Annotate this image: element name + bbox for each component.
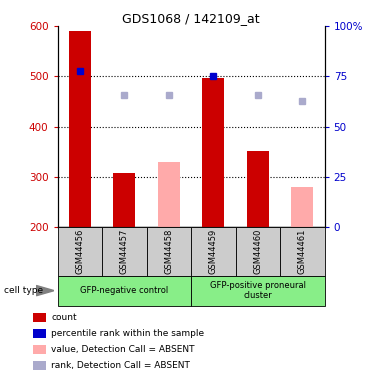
- Bar: [33, 345, 46, 354]
- Text: GFP-positive proneural
cluster: GFP-positive proneural cluster: [210, 281, 306, 300]
- Text: GSM44459: GSM44459: [209, 229, 218, 274]
- Text: GFP-negative control: GFP-negative control: [80, 286, 168, 295]
- Bar: [58, 276, 191, 306]
- Bar: [158, 162, 180, 227]
- Title: GDS1068 / 142109_at: GDS1068 / 142109_at: [122, 12, 260, 25]
- Bar: [280, 227, 325, 276]
- Text: percentile rank within the sample: percentile rank within the sample: [51, 329, 204, 338]
- Text: cell type: cell type: [4, 286, 43, 295]
- Bar: [58, 227, 102, 276]
- Bar: [236, 227, 280, 276]
- Text: GSM44461: GSM44461: [298, 228, 307, 274]
- Bar: [69, 31, 91, 227]
- Text: count: count: [51, 313, 77, 322]
- Bar: [147, 227, 191, 276]
- Bar: [191, 276, 325, 306]
- Bar: [291, 187, 313, 227]
- Bar: [33, 361, 46, 370]
- Text: GSM44460: GSM44460: [253, 228, 262, 274]
- Polygon shape: [36, 285, 54, 296]
- Text: rank, Detection Call = ABSENT: rank, Detection Call = ABSENT: [51, 361, 190, 370]
- Text: GSM44456: GSM44456: [75, 228, 84, 274]
- Bar: [202, 78, 224, 227]
- Bar: [102, 227, 147, 276]
- Bar: [33, 313, 46, 322]
- Text: value, Detection Call = ABSENT: value, Detection Call = ABSENT: [51, 345, 195, 354]
- Text: GSM44458: GSM44458: [164, 228, 173, 274]
- Bar: [247, 151, 269, 227]
- Bar: [33, 329, 46, 338]
- Text: GSM44457: GSM44457: [120, 228, 129, 274]
- Bar: [191, 227, 236, 276]
- Bar: [113, 173, 135, 227]
